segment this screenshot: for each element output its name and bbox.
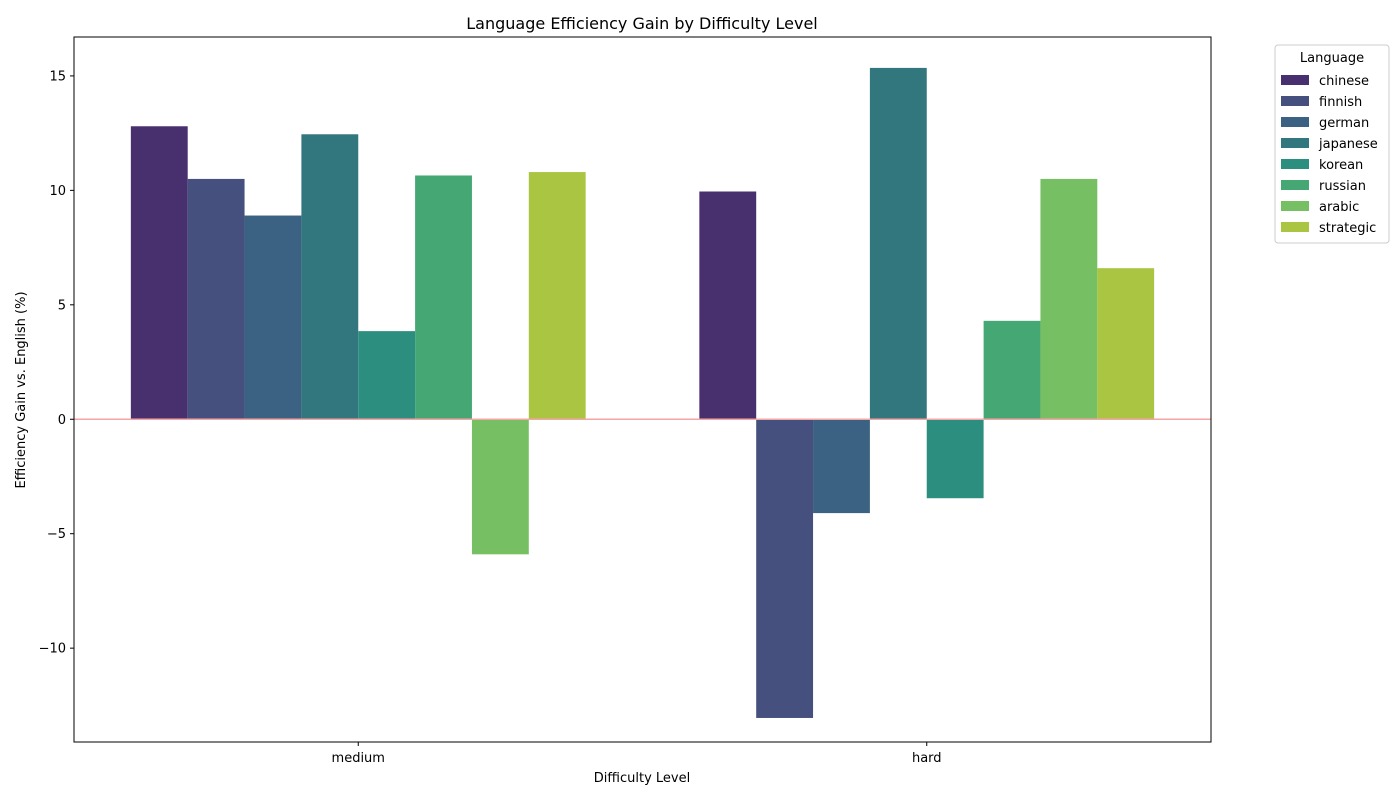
- plot-area: −10 −5 0 5 10 15 medium hard: [39, 67, 1211, 766]
- legend-swatch-finnish: [1281, 96, 1309, 106]
- legend-label-arabic: arabic: [1319, 200, 1359, 215]
- legend: Language chinese finnish german japanese kore…: [1274, 44, 1390, 244]
- legend-swatch-japanese: [1281, 138, 1309, 148]
- y-tick-label: 15: [49, 69, 66, 84]
- x-axis-label: Difficulty Level: [594, 771, 690, 786]
- legend-label-chinese: chinese: [1319, 74, 1369, 89]
- bar-russian-hard: [983, 320, 1041, 420]
- bar-strategic-medium: [528, 172, 586, 420]
- legend-label-japanese: japanese: [1318, 137, 1378, 152]
- plot-frame: [73, 36, 1212, 743]
- y-tick-label: 5: [58, 298, 66, 313]
- legend-swatch-korean: [1281, 159, 1309, 169]
- bar-strategic-hard: [1097, 268, 1155, 420]
- bar-japanese-medium: [301, 134, 359, 420]
- legend-label-korean: korean: [1319, 158, 1363, 173]
- legend-box: [1274, 44, 1390, 244]
- bar-german-medium: [244, 215, 302, 420]
- bar-japanese-hard: [869, 67, 927, 420]
- legend-label-russian: russian: [1319, 179, 1366, 194]
- bar-chinese-medium: [130, 126, 188, 420]
- bar-finnish-hard: [756, 419, 814, 718]
- legend-swatch-russian: [1281, 180, 1309, 190]
- bar-german-hard: [813, 419, 870, 514]
- y-tick-label: −10: [39, 642, 66, 657]
- legend-swatch-arabic: [1281, 201, 1309, 211]
- legend-title: Language: [1300, 51, 1364, 66]
- bar-korean-medium: [358, 331, 416, 420]
- x-tick-label: hard: [912, 751, 942, 766]
- y-tick-label: 10: [49, 184, 66, 199]
- bar-russian-medium: [415, 175, 472, 420]
- legend-label-finnish: finnish: [1319, 95, 1362, 110]
- legend-swatch-strategic: [1281, 222, 1309, 232]
- bar-arabic-hard: [1040, 178, 1098, 420]
- bar-finnish-medium: [187, 178, 245, 420]
- y-tick-label: 0: [58, 413, 66, 428]
- legend-label-strategic: strategic: [1319, 221, 1376, 236]
- legend-swatch-german: [1281, 117, 1309, 127]
- legend-label-german: german: [1319, 116, 1369, 131]
- legend-swatch-chinese: [1281, 75, 1309, 85]
- y-axis-label: Efficiency Gain vs. English (%): [14, 291, 29, 488]
- y-tick-label: −5: [47, 527, 66, 542]
- x-tick-label: medium: [332, 751, 385, 766]
- chart-title: Language Efficiency Gain by Difficulty L…: [466, 14, 817, 33]
- bar-arabic-medium: [471, 419, 529, 555]
- bar-chinese-hard: [699, 191, 757, 420]
- bar-korean-hard: [926, 419, 984, 499]
